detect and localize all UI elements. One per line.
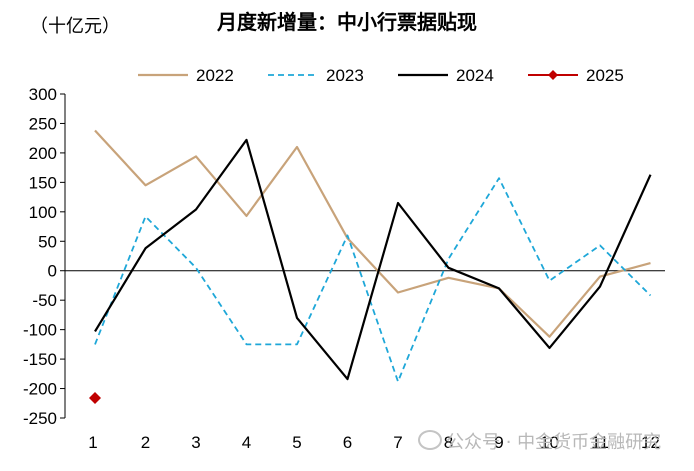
x-tick-label: 10 <box>540 433 559 452</box>
data-point-2025 <box>89 391 101 404</box>
x-tick-label: 2 <box>141 433 150 452</box>
legend-marker-2025 <box>548 70 558 80</box>
series-line-2023 <box>94 177 652 383</box>
watermark: 公众号 · 中金货币金融研究 <box>418 428 661 454</box>
watermark-text: 公众号 · 中金货币金融研究 <box>446 432 662 453</box>
y-tick-label: 50 <box>38 232 57 251</box>
y-tick-label: -100 <box>23 321 57 340</box>
y-tick-label: 200 <box>29 144 57 163</box>
y-tick-label: 150 <box>29 173 57 192</box>
x-tick-label: 3 <box>191 433 200 452</box>
x-tick-label: 12 <box>641 433 660 452</box>
x-tick-label: 5 <box>292 433 301 452</box>
unit-label: （十亿元） <box>30 16 120 37</box>
y-tick-label: 100 <box>29 203 57 222</box>
series-line-2024 <box>94 138 652 381</box>
y-tick-label: -200 <box>23 380 57 399</box>
x-tick-label: 4 <box>242 433 251 452</box>
x-tick-label: 9 <box>494 433 503 452</box>
legend-label-2022: 2022 <box>196 66 234 85</box>
wechat-icon <box>418 430 442 450</box>
x-tick-label: 1 <box>88 433 97 452</box>
x-tick-label: 8 <box>444 433 453 452</box>
y-tick-label: -150 <box>23 350 57 369</box>
series-line-2022 <box>94 129 651 338</box>
chart-title: 月度新增量：中小行票据贴现 <box>217 10 477 34</box>
y-tick-label: -50 <box>32 291 57 310</box>
y-tick-label: 0 <box>48 262 57 281</box>
legend-label-2025: 2025 <box>586 66 624 85</box>
x-tick-label: 6 <box>343 433 352 452</box>
y-tick-label: -250 <box>23 409 57 428</box>
legend-label-2023: 2023 <box>326 66 364 85</box>
x-tick-label: 11 <box>591 433 609 452</box>
x-tick-label: 7 <box>393 433 402 452</box>
legend-label-2024: 2024 <box>456 66 494 85</box>
y-tick-label: 300 <box>29 85 57 104</box>
y-tick-label: 250 <box>29 114 57 133</box>
